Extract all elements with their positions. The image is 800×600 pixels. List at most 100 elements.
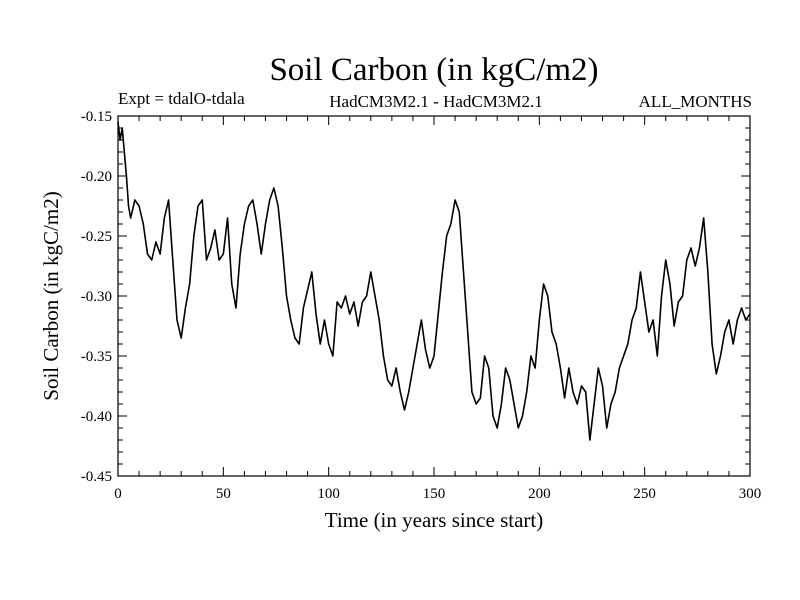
data-point bbox=[698, 247, 701, 249]
data-point bbox=[235, 307, 237, 309]
data-point bbox=[353, 301, 355, 303]
y-tick-label: -0.30 bbox=[81, 289, 112, 305]
data-point bbox=[231, 283, 233, 285]
data-point bbox=[277, 205, 279, 207]
y-tick-label: -0.15 bbox=[81, 109, 112, 125]
data-point bbox=[538, 319, 540, 321]
data-point bbox=[555, 343, 557, 345]
data-point bbox=[606, 427, 608, 429]
data-point bbox=[222, 253, 224, 255]
data-point bbox=[601, 385, 604, 387]
data-point bbox=[273, 187, 275, 189]
data-point bbox=[656, 355, 658, 357]
data-point bbox=[290, 319, 292, 321]
data-point bbox=[509, 379, 511, 381]
data-point bbox=[210, 247, 212, 249]
data-point bbox=[429, 367, 431, 369]
data-point bbox=[134, 199, 136, 201]
data-point bbox=[252, 199, 254, 201]
y-tick-label: -0.40 bbox=[81, 409, 112, 425]
axis-tick-labels: 0 50 100 150 200 250 300 -0.45 -0.40 -0.35 -0.30 -0… bbox=[81, 109, 762, 502]
data-point bbox=[298, 343, 300, 345]
data-point bbox=[589, 439, 591, 441]
data-point bbox=[454, 199, 456, 201]
data-point bbox=[243, 223, 245, 225]
data-point bbox=[391, 385, 393, 387]
data-point bbox=[264, 223, 267, 225]
data-point bbox=[328, 343, 330, 345]
data-point bbox=[576, 403, 578, 405]
data-point bbox=[564, 397, 566, 399]
data-point bbox=[193, 235, 195, 237]
data-point bbox=[127, 205, 130, 207]
data-point bbox=[395, 367, 397, 369]
data-point bbox=[408, 391, 410, 393]
y-axis-label: Soil Carbon (in kgC/m2) bbox=[39, 191, 63, 400]
x-axis-label: Time (in years since start) bbox=[325, 508, 544, 532]
data-point bbox=[648, 331, 650, 333]
data-point bbox=[412, 367, 414, 369]
data-point bbox=[214, 229, 216, 231]
data-point bbox=[665, 259, 667, 261]
data-point bbox=[458, 211, 460, 213]
data-point bbox=[336, 301, 338, 303]
data-point bbox=[530, 355, 532, 357]
data-point bbox=[184, 307, 187, 309]
data-point bbox=[315, 313, 317, 315]
data-point bbox=[302, 307, 304, 309]
data-point bbox=[711, 343, 713, 345]
data-point bbox=[492, 415, 494, 417]
data-point bbox=[159, 253, 161, 255]
data-point bbox=[635, 307, 637, 309]
data-point bbox=[669, 283, 671, 285]
data-point bbox=[201, 199, 203, 201]
data-point bbox=[441, 271, 444, 273]
data-point bbox=[172, 259, 174, 261]
data-point bbox=[117, 121, 119, 123]
data-point bbox=[673, 325, 675, 327]
data-point bbox=[559, 367, 562, 369]
data-point bbox=[281, 247, 283, 249]
data-point bbox=[332, 355, 334, 357]
data-point bbox=[568, 367, 570, 369]
data-point bbox=[479, 397, 481, 399]
data-point bbox=[639, 271, 642, 273]
data-point bbox=[226, 217, 229, 219]
data-point bbox=[197, 205, 199, 207]
data-point bbox=[547, 295, 549, 297]
data-point bbox=[740, 307, 743, 309]
data-point bbox=[138, 205, 140, 207]
data-point bbox=[146, 253, 149, 255]
data-point bbox=[256, 223, 258, 225]
y-tick-label: -0.45 bbox=[81, 469, 112, 485]
data-point bbox=[424, 349, 427, 351]
data-point bbox=[505, 367, 507, 369]
x-tick-label: 200 bbox=[528, 486, 551, 502]
x-tick-label: 0 bbox=[114, 486, 122, 502]
data-point bbox=[467, 331, 469, 333]
data-point bbox=[728, 319, 730, 321]
data-point bbox=[239, 253, 241, 255]
data-point bbox=[644, 301, 646, 303]
data-point bbox=[681, 295, 684, 297]
chart-title: Soil Carbon (in kgC/m2) bbox=[269, 52, 598, 88]
subtitle-right: ALL_MONTHS bbox=[639, 92, 752, 111]
data-point bbox=[724, 331, 726, 333]
data-point bbox=[361, 301, 363, 303]
x-tick-label: 100 bbox=[317, 486, 340, 502]
data-point bbox=[365, 295, 368, 297]
data-point bbox=[715, 373, 717, 375]
data-point bbox=[660, 295, 663, 297]
data-point bbox=[572, 391, 574, 393]
data-point bbox=[631, 319, 633, 321]
data-point bbox=[319, 343, 321, 345]
data-point bbox=[450, 223, 452, 225]
data-point bbox=[119, 139, 121, 141]
data-point bbox=[374, 295, 376, 297]
data-point bbox=[690, 247, 692, 249]
data-point bbox=[151, 259, 153, 261]
data-point bbox=[437, 313, 439, 315]
y-tick-label: -0.20 bbox=[81, 169, 112, 185]
series-line bbox=[117, 121, 751, 441]
data-point bbox=[260, 253, 262, 255]
